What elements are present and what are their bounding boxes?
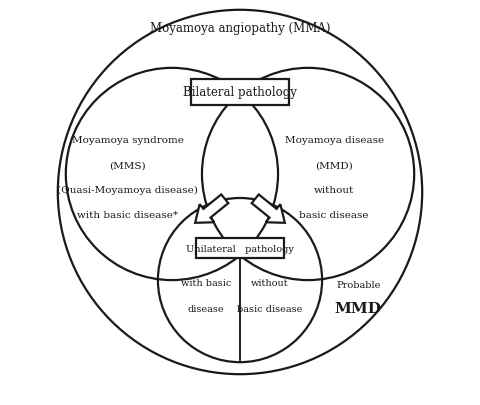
- Text: Bilateral pathology: Bilateral pathology: [183, 86, 297, 99]
- Text: with basic: with basic: [181, 278, 231, 287]
- Text: Unilateral   pathology: Unilateral pathology: [186, 244, 294, 253]
- Text: Moyamoya syndrome: Moyamoya syndrome: [72, 136, 184, 145]
- Text: (Quasi-Moyamoya disease): (Quasi-Moyamoya disease): [58, 185, 198, 195]
- Text: basic disease: basic disease: [237, 304, 303, 313]
- Text: (MMD): (MMD): [315, 161, 353, 170]
- Text: with basic disease*: with basic disease*: [77, 210, 179, 220]
- Text: (MMS): (MMS): [109, 161, 146, 170]
- Text: Probable: Probable: [336, 280, 380, 289]
- Text: disease: disease: [188, 304, 224, 313]
- Text: MMD: MMD: [335, 301, 382, 315]
- Polygon shape: [252, 195, 285, 223]
- Text: Moyamoya angiopathy (MMA): Moyamoya angiopathy (MMA): [150, 22, 330, 35]
- Polygon shape: [195, 195, 228, 223]
- Text: Moyamoya disease: Moyamoya disease: [285, 136, 384, 145]
- FancyBboxPatch shape: [191, 80, 289, 106]
- FancyBboxPatch shape: [196, 238, 284, 259]
- Text: basic disease: basic disease: [300, 210, 369, 220]
- Text: without: without: [251, 278, 289, 287]
- Text: without: without: [314, 185, 354, 195]
